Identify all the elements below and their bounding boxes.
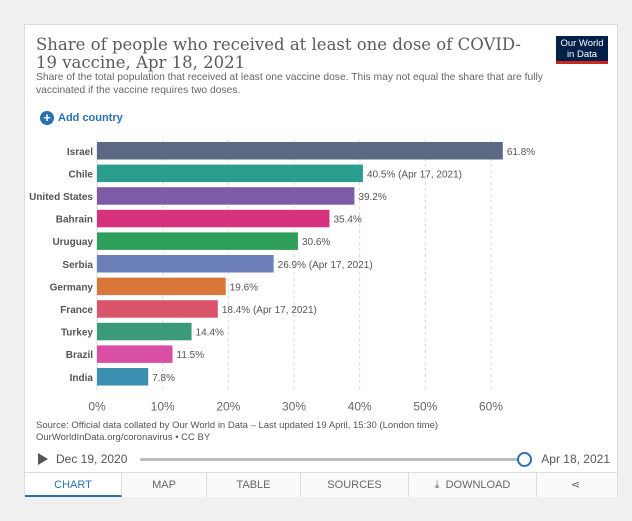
- timeline: Dec 19, 2020 Apr 18, 2021: [36, 450, 610, 468]
- logo-line-2: in Data: [566, 48, 598, 60]
- x-tick-label: 20%: [216, 400, 240, 414]
- bar-serbia: [97, 255, 274, 273]
- timeline-start-label: Dec 19, 2020: [56, 452, 128, 466]
- bar-uruguay: [97, 232, 298, 250]
- category-label-brazil: Brazil: [66, 350, 93, 361]
- timeline-handle[interactable]: [517, 452, 532, 467]
- bar-brazil: [97, 345, 173, 363]
- owid-logo[interactable]: Our World in Data: [556, 36, 608, 64]
- timeline-track[interactable]: [140, 458, 524, 461]
- x-tick-label: 40%: [348, 400, 372, 414]
- value-label-brazil: 11.5%: [177, 350, 205, 361]
- play-icon[interactable]: [38, 453, 48, 465]
- value-label-turkey: 14.4%: [196, 328, 224, 339]
- value-label-chile: 40.5% (Apr 17, 2021): [367, 169, 462, 180]
- tab-table[interactable]: Table: [207, 473, 301, 497]
- add-country-label: Add country: [58, 112, 123, 124]
- x-tick-label: 50%: [413, 400, 437, 414]
- tab-sources[interactable]: Sources: [301, 473, 409, 497]
- tab-download-label: Download: [445, 479, 511, 491]
- bar-bahrain: [97, 209, 330, 228]
- timeline-end-label: Apr 18, 2021: [541, 452, 610, 466]
- category-label-chile: Chile: [69, 169, 94, 180]
- bar-turkey: [97, 322, 192, 341]
- source-note: Source: Official data collated by Our Wo…: [36, 420, 596, 443]
- add-country-button[interactable]: + Add country: [40, 110, 123, 126]
- value-label-serbia: 26.9% (Apr 17, 2021): [278, 260, 373, 271]
- x-tick-label: 10%: [151, 400, 175, 414]
- category-label-israel: Israel: [67, 147, 93, 158]
- bar-israel: [97, 142, 503, 160]
- category-label-uruguay: Uruguay: [52, 237, 93, 248]
- value-label-india: 7.8%: [152, 373, 175, 384]
- value-label-germany: 19.6%: [230, 282, 258, 293]
- tab-chart[interactable]: Chart: [25, 473, 122, 497]
- category-label-germany: Germany: [50, 282, 94, 293]
- plus-icon: +: [40, 111, 54, 125]
- category-label-bahrain: Bahrain: [56, 215, 93, 226]
- bar-germany: [97, 277, 226, 296]
- value-label-israel: 61.8%: [507, 147, 535, 158]
- x-tick-label: 30%: [282, 400, 306, 414]
- category-label-france: France: [60, 305, 93, 316]
- chart-subtitle: Share of the total population that recei…: [36, 72, 543, 96]
- value-label-france: 18.4% (Apr 17, 2021): [222, 305, 317, 316]
- tab-download[interactable]: ⤓ Download: [409, 473, 537, 497]
- bar-india: [97, 368, 149, 386]
- x-tick-label: 60%: [479, 400, 503, 414]
- x-tick-label: 0%: [88, 400, 106, 414]
- value-label-united-states: 39.2%: [358, 192, 386, 203]
- category-label-united-states: United States: [29, 192, 93, 203]
- category-label-serbia: Serbia: [62, 260, 93, 271]
- logo-line-1: Our World: [560, 38, 604, 49]
- tab-bar: Chart Map Table Sources ⤓ Download ⋖: [25, 472, 617, 497]
- bar-united-states: [97, 187, 355, 205]
- bar-chile: [97, 164, 363, 183]
- source-line-1: Source: Official data collated by Our Wo…: [36, 420, 439, 431]
- category-label-india: India: [70, 373, 94, 384]
- tab-map[interactable]: Map: [122, 473, 207, 497]
- chart-title: Share of people who received at least on…: [36, 35, 521, 72]
- bar-france: [97, 300, 218, 318]
- share-icon: ⋖: [570, 479, 581, 491]
- download-icon: ⤓: [434, 479, 440, 491]
- value-label-uruguay: 30.6%: [302, 237, 330, 248]
- category-label-turkey: Turkey: [61, 328, 93, 339]
- tab-share[interactable]: ⋖: [537, 473, 617, 497]
- value-label-bahrain: 35.4%: [333, 215, 361, 226]
- source-line-2: OurWorldInData.org/coronavirus • CC BY: [36, 431, 211, 443]
